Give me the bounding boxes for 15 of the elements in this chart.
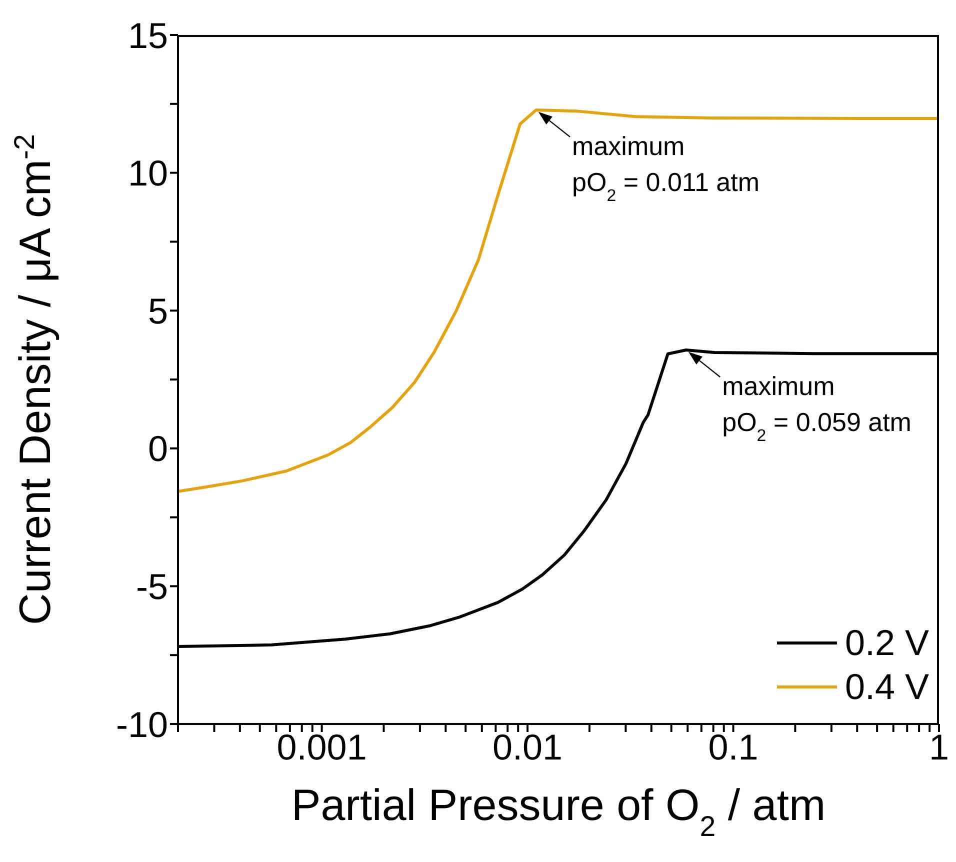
x-tick-label: 0.01 — [492, 726, 563, 768]
annotation: maximum pO$_{2}$ = 0.059 atm — [722, 371, 912, 445]
y-tick-label: 15 — [128, 14, 168, 56]
x-tick-label: 0.001 — [276, 726, 367, 768]
annotation: maximum pO$_{2}$ = 0.011 atm — [572, 130, 760, 204]
legend-label: 0.2 V — [844, 621, 929, 665]
y-tick-label: 0 — [148, 428, 168, 470]
y-tick-label: 5 — [148, 290, 168, 332]
x-axis-title: Partial Pressure of O$_{2}$ / atm — [291, 781, 826, 843]
y-tick-label: -5 — [136, 566, 168, 607]
x-tick-label: 0.1 — [708, 726, 758, 768]
x-tick-label: 1 — [928, 726, 950, 768]
legend-label: 0.4 V — [844, 665, 929, 709]
y-tick-label: -10 — [116, 704, 168, 745]
y-tick-label: 10 — [128, 152, 168, 194]
